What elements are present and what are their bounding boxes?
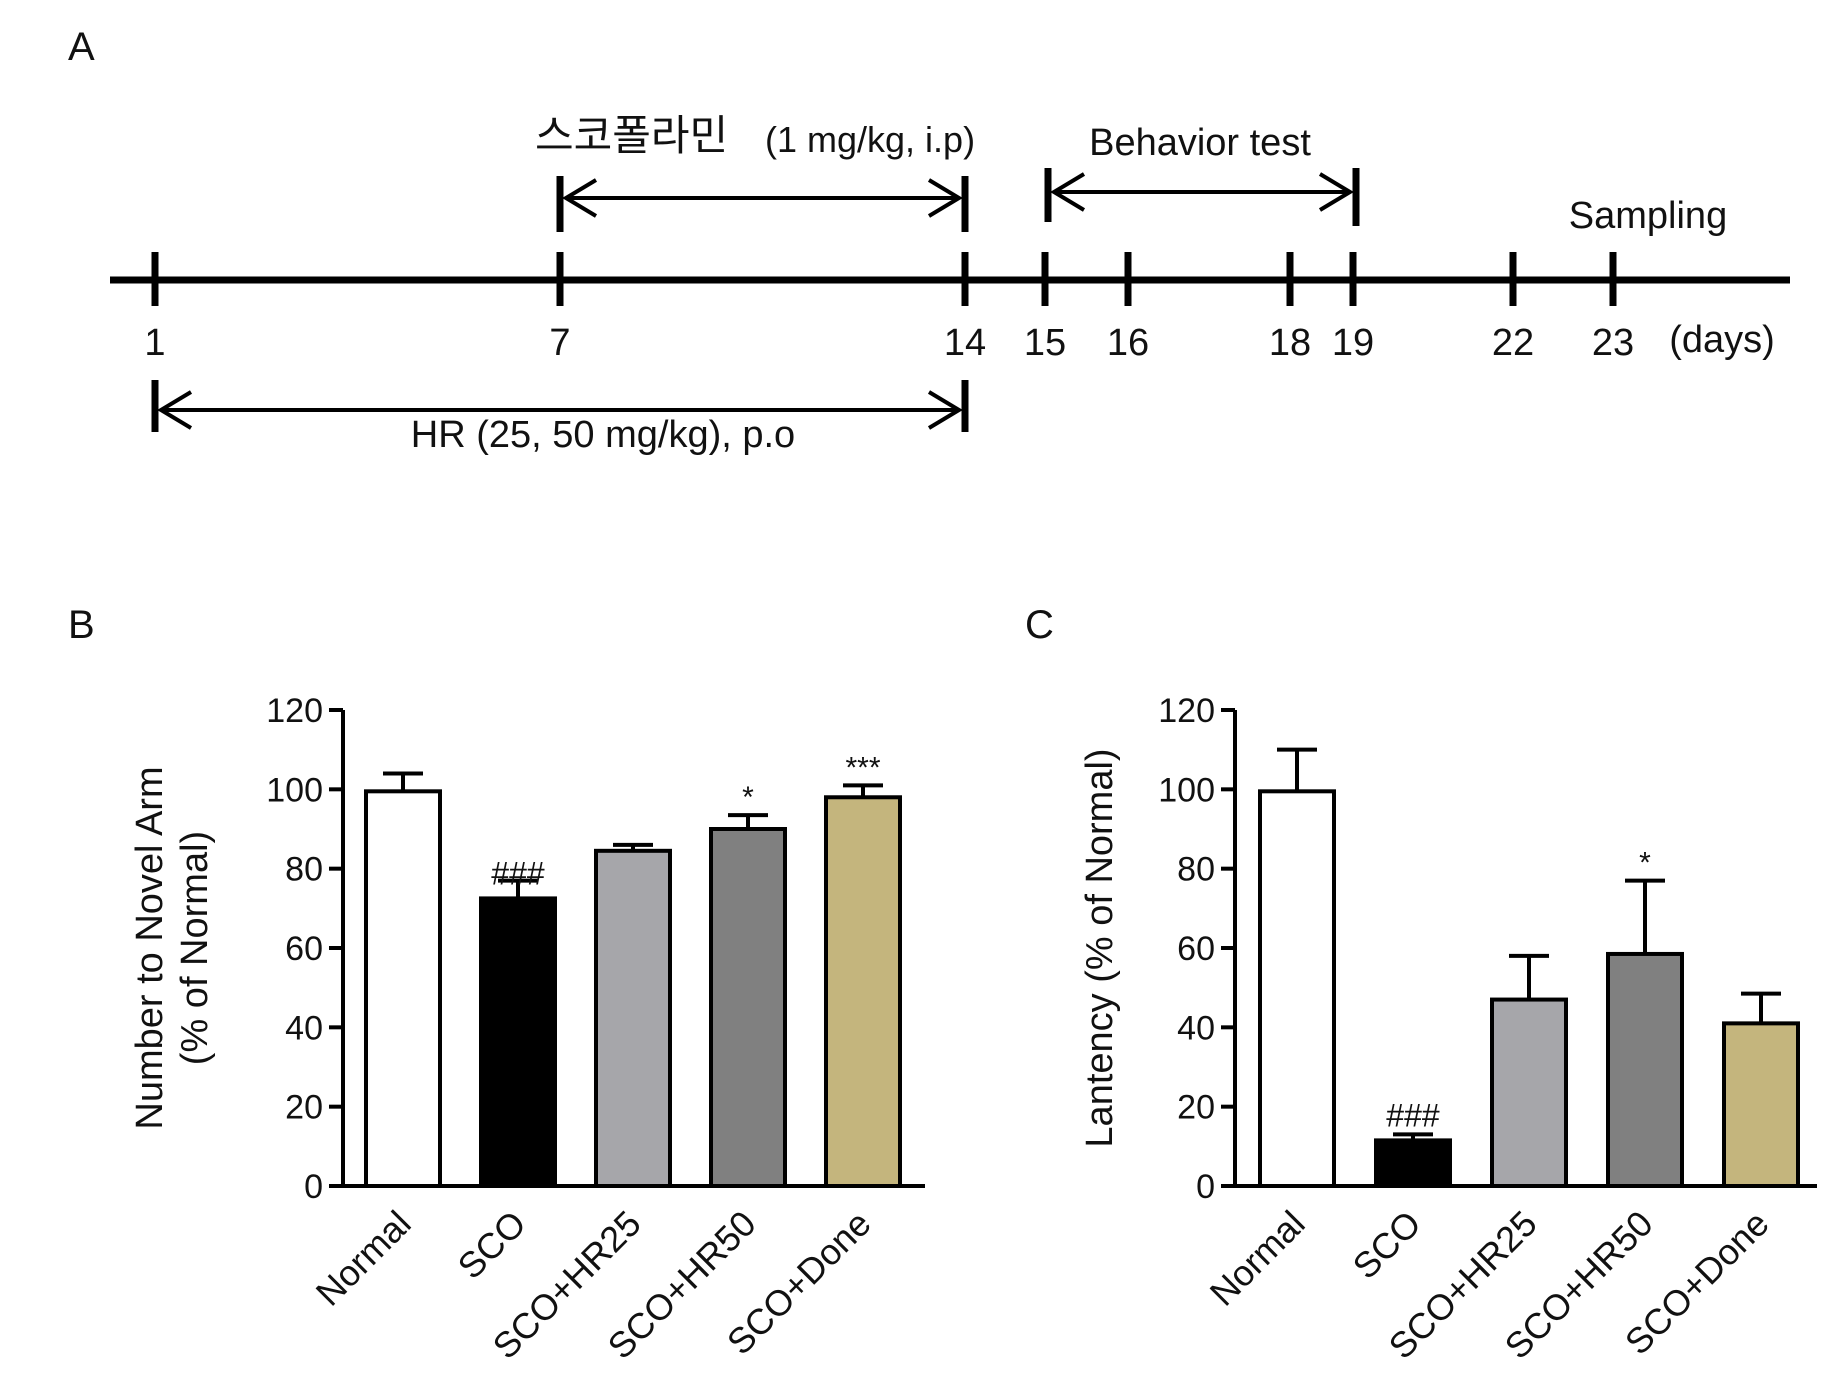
bar: [1258, 789, 1336, 1188]
category-label: SCO: [450, 1203, 534, 1287]
chart-b-number-to-novel-arm: 0 20 40 60 80 100 120 Number to Novel Arm (% of …: [129, 692, 925, 1367]
y-tick-label: 20: [1177, 1089, 1215, 1127]
panel-b-label: B: [68, 603, 95, 647]
y-tick-label: 120: [266, 692, 323, 730]
y-axis-title: Lantency (% of Normal): [1079, 748, 1121, 1147]
timeline-tick-label: 16: [1107, 322, 1149, 364]
behavior-test-label: Behavior test: [1089, 122, 1311, 164]
timeline-tick-label: 19: [1332, 322, 1374, 364]
y-tick-label: 60: [285, 930, 323, 968]
category-label: SCO: [1345, 1203, 1429, 1287]
y-tick-label: 0: [1196, 1168, 1215, 1206]
y-tick-label: 20: [285, 1089, 323, 1127]
bar: [1374, 1138, 1452, 1188]
significance-label: ###: [491, 855, 545, 891]
panel-a-label: A: [68, 25, 95, 69]
timeline-tick-label: 1: [144, 322, 165, 364]
hr-arrow: [151, 380, 969, 432]
y-tick-label: 40: [1177, 1009, 1215, 1047]
timeline-days-unit: (days): [1669, 319, 1775, 361]
y-tick-label: 0: [304, 1168, 323, 1206]
timeline-tick-label: 22: [1492, 322, 1534, 364]
y-axis-title: (% of Normal): [174, 831, 216, 1065]
sampling-label: Sampling: [1569, 195, 1727, 237]
y-tick-label: 100: [266, 771, 323, 809]
y-tick-label: 80: [1177, 851, 1215, 889]
category-label: Normal: [1202, 1203, 1313, 1314]
panel-a: A 1 7 14 15 16 18 19 22 23 (days): [68, 25, 1790, 456]
bar: [709, 827, 787, 1188]
y-tick-label: 40: [285, 1009, 323, 1047]
bar: [1606, 951, 1684, 1189]
significance-label: ###: [1386, 1097, 1440, 1133]
timeline-tick-label: 7: [549, 322, 570, 364]
significance-label: *: [742, 781, 754, 814]
scopolamine-arrow: [556, 176, 969, 232]
behavior-test-arrow: [1044, 168, 1360, 226]
chart-c-latency: 0 20 40 60 80 100 120 Lantency (% of Normal) Nor…: [1079, 692, 1817, 1367]
timeline-tick-label: 15: [1024, 322, 1066, 364]
timeline-ticks: [151, 252, 1617, 306]
timeline-tick-label: 23: [1592, 322, 1634, 364]
bar: [824, 795, 902, 1188]
timeline-tick-label: 14: [944, 322, 986, 364]
timeline-tick-labels: 1 7 14 15 16 18 19 22 23 (days): [144, 319, 1774, 364]
y-tick-label: 80: [285, 851, 323, 889]
significance-label: *: [1639, 847, 1651, 880]
bar: [1722, 1021, 1800, 1188]
significance-label: ***: [845, 751, 880, 784]
bar: [479, 896, 557, 1189]
bar: [1490, 997, 1568, 1188]
category-label: Normal: [308, 1203, 419, 1314]
y-tick-label: 60: [1177, 930, 1215, 968]
timeline-tick-label: 18: [1269, 322, 1311, 364]
panel-c-label: C: [1025, 603, 1054, 647]
bar: [364, 789, 442, 1188]
y-axis-title: Number to Novel Arm: [129, 766, 171, 1129]
bar: [594, 848, 672, 1188]
y-tick-label: 120: [1158, 692, 1215, 730]
hr-label: HR (25, 50 mg/kg), p.o: [411, 414, 795, 456]
y-tick-label: 100: [1158, 771, 1215, 809]
scopolamine-label: 스코폴라민: [535, 112, 728, 159]
scopolamine-dose: (1 mg/kg, i.p): [765, 119, 975, 160]
